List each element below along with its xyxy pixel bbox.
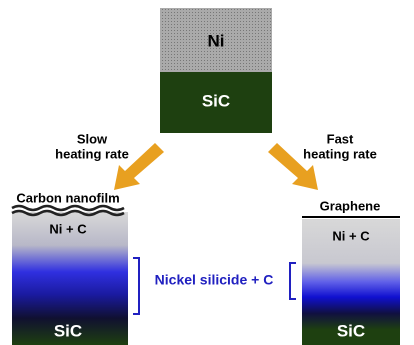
layer-label: Ni [208,31,225,50]
arrow [114,143,318,190]
layer-label: SiC [54,321,82,340]
arrow-label: Slow [77,131,108,146]
layer-label: Ni + C [332,228,370,243]
layer-label: SiC [202,91,230,110]
arrow-label: Fast [327,131,354,146]
bracket [133,258,139,314]
arrow-label: heating rate [55,146,129,161]
layer-label: SiC [337,321,365,340]
middle-label: Nickel silicide + C [155,272,274,288]
diagram: Ni SiC Slow heating rate Fast heating ra… [0,0,414,345]
arrow-label: heating rate [303,146,377,161]
surface-label: Graphene [320,198,381,213]
surface-label: Carbon nanofilm [16,190,119,205]
bracket [290,263,296,299]
layer-label: Ni + C [49,221,87,236]
